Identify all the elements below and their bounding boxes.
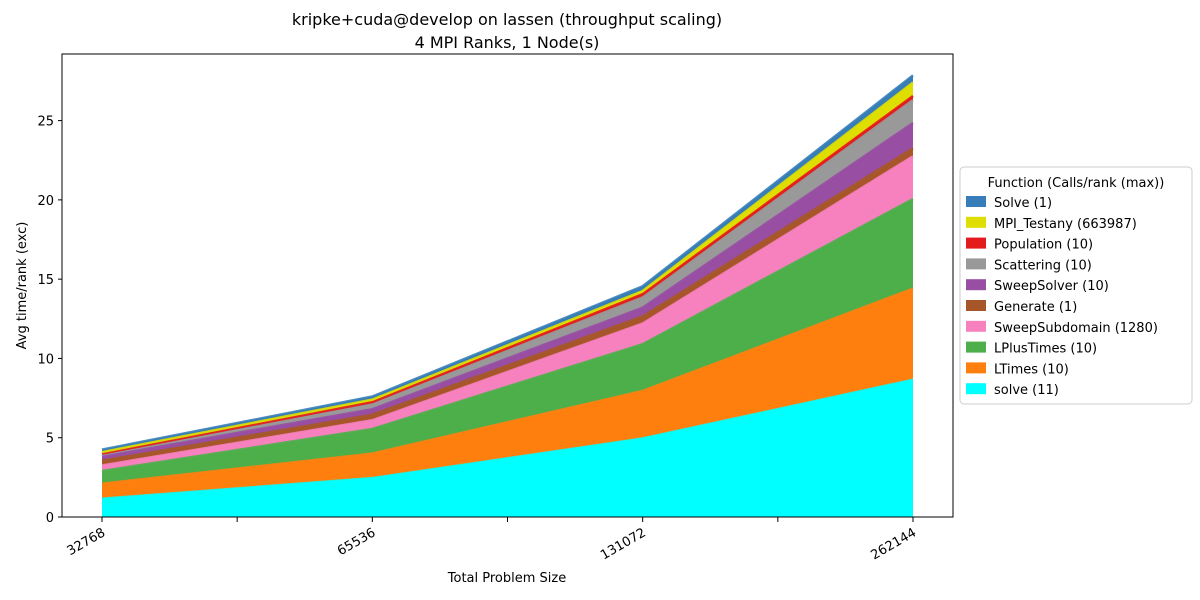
- legend-label: Scattering (10): [994, 258, 1092, 273]
- stacked-areas: [102, 75, 913, 517]
- legend-item: Solve (1): [966, 196, 1052, 211]
- x-tick-label: 32768: [65, 525, 108, 559]
- area-lplustimes-10: [102, 199, 913, 484]
- legend-label: Generate (1): [994, 300, 1077, 315]
- y-axis: 0 5 10 15 20 25: [37, 115, 62, 526]
- legend-title: Function (Calls/rank (max)): [988, 176, 1165, 191]
- x-tick-label: 131072: [598, 525, 648, 563]
- area-edge-solve-11: [101, 378, 914, 501]
- legend-swatch: [966, 196, 986, 207]
- y-tick-label: 15: [37, 273, 54, 288]
- area-edge-lplustimes-10: [101, 197, 914, 473]
- legend-item: Population (10): [966, 237, 1093, 253]
- legend-item: SweepSolver (10): [966, 279, 1109, 294]
- legend-item: MPI_Testany (663987): [966, 216, 1137, 232]
- legend-swatch: [966, 279, 986, 291]
- legend-swatch: [966, 300, 986, 311]
- y-tick-label: 25: [37, 115, 54, 130]
- chart-title: kripke+cuda@develop on lassen (throughpu…: [292, 10, 722, 29]
- legend-label: SweepSolver (10): [994, 279, 1109, 294]
- legend-label: LPlusTimes (10): [994, 342, 1097, 357]
- legend-label: solve (11): [994, 383, 1059, 398]
- y-tick-label: 0: [46, 511, 54, 526]
- legend-items: Solve (1) MPI_Testany (663987) Population …: [966, 196, 1158, 398]
- x-axis: 32768 65536 131072 262144: [65, 517, 919, 563]
- area-edge-solve-1: [101, 74, 914, 451]
- y-tick-label: 5: [46, 432, 54, 447]
- area-edge-ltimes-10: [101, 287, 914, 485]
- legend-item: LPlusTimes (10): [966, 341, 1097, 357]
- legend-swatch: [966, 258, 986, 270]
- area-edge-sweepsubdomain-1280: [101, 155, 914, 467]
- legend-item: solve (11): [966, 383, 1059, 398]
- legend-label: Population (10): [994, 238, 1093, 253]
- legend-label: MPI_Testany (663987): [994, 217, 1137, 232]
- area-edges: [101, 74, 914, 501]
- y-axis-label: Avg time/rank (exc): [15, 222, 30, 350]
- chart-subtitle: 4 MPI Ranks, 1 Node(s): [415, 33, 600, 52]
- legend-label: SweepSubdomain (1280): [994, 321, 1158, 336]
- area-edge-generate-1: [101, 147, 914, 462]
- legend-swatch: [966, 383, 986, 395]
- legend-box: [959, 166, 1193, 405]
- legend-swatch: [966, 341, 986, 353]
- legend-swatch: [966, 362, 986, 374]
- y-tick-label: 20: [37, 194, 54, 209]
- area-edge-mpi-testany-663987: [101, 81, 914, 454]
- x-tick-label: 65536: [335, 525, 378, 559]
- legend-item: LTimes (10): [966, 362, 1069, 377]
- legend-item: SweepSubdomain (1280): [966, 320, 1158, 336]
- legend-swatch: [966, 216, 986, 228]
- area-solve-11: [102, 379, 913, 517]
- legend-label: Solve (1): [994, 196, 1052, 211]
- area-edge-sweepsolver-10: [101, 121, 914, 458]
- legend-item: Generate (1): [966, 300, 1077, 315]
- area-edge-population-10: [101, 95, 914, 455]
- legend-swatch: [966, 320, 986, 332]
- legend-label: LTimes (10): [994, 362, 1069, 377]
- chart-title-group: kripke+cuda@develop on lassen (throughpu…: [292, 10, 722, 52]
- legend: Function (Calls/rank (max)) Solve (1) MPI…: [959, 166, 1193, 405]
- x-axis-label: Total Problem Size: [447, 571, 566, 586]
- legend-swatch: [966, 237, 986, 249]
- y-tick-label: 10: [37, 352, 54, 367]
- legend-item: Scattering (10): [966, 258, 1092, 273]
- x-tick-label: 262144: [869, 525, 919, 563]
- area-ltimes-10: [102, 288, 913, 499]
